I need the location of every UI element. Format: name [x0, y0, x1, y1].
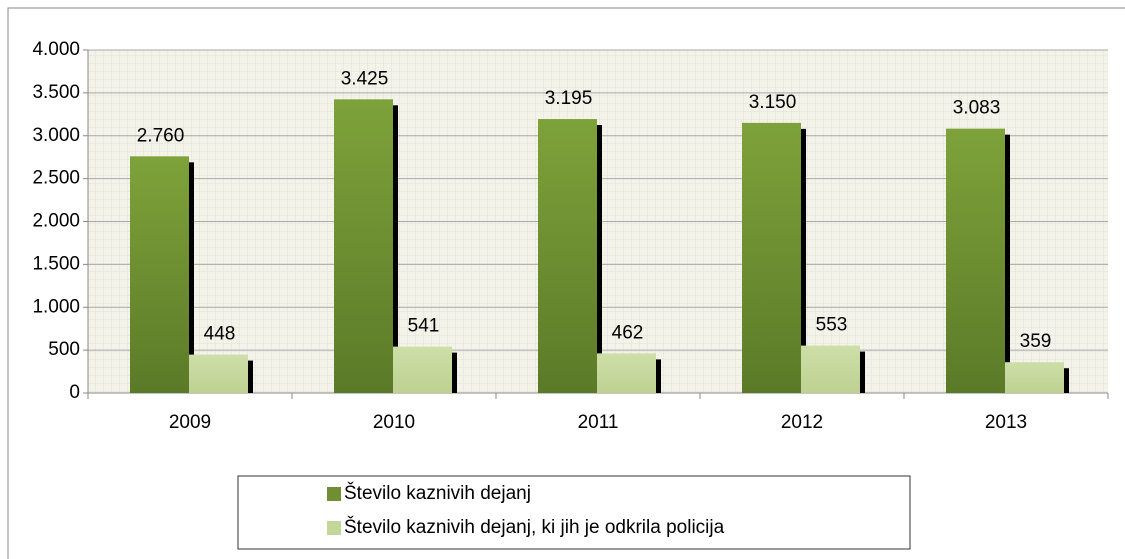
- bar: [946, 128, 1005, 393]
- bar: [1005, 362, 1064, 393]
- bar: [334, 99, 393, 394]
- y-tick-label: 500: [48, 339, 80, 360]
- y-tick-label: 1.500: [32, 253, 80, 274]
- bar: [189, 354, 248, 393]
- x-tick-label: 2009: [169, 412, 211, 433]
- legend-swatch: [327, 487, 341, 501]
- bar-shadow: [860, 351, 865, 393]
- bar-shadow: [248, 360, 253, 393]
- legend-box: [237, 475, 911, 550]
- y-tick-label: 1.000: [32, 296, 80, 317]
- legend-label: Število kaznivih dejanj: [344, 482, 531, 504]
- data-label: 3.425: [341, 68, 389, 89]
- bar: [393, 346, 452, 393]
- x-tick-label: 2013: [985, 412, 1027, 433]
- legend-label: Število kaznivih dejanj, ki jih je odkri…: [344, 516, 725, 538]
- data-label: 3.083: [953, 98, 1001, 119]
- bar: [742, 122, 801, 393]
- bar-shadow: [452, 352, 457, 393]
- x-tick-label: 2012: [781, 412, 823, 433]
- bar: [130, 156, 189, 393]
- x-tick-label: 2011: [578, 412, 619, 433]
- y-tick-label: 2.000: [32, 211, 80, 232]
- data-label: 553: [816, 315, 848, 336]
- y-tick-label: 3.000: [32, 125, 80, 146]
- legend-swatch: [327, 521, 341, 535]
- y-tick-label: 4.000: [32, 39, 80, 60]
- y-tick-label: 2.500: [32, 168, 80, 189]
- bar-shadow: [1005, 134, 1010, 393]
- data-label: 3.150: [749, 92, 797, 113]
- data-label: 3.195: [545, 88, 593, 109]
- bar-shadow: [597, 125, 602, 393]
- x-tick-label: 2010: [373, 412, 415, 433]
- y-tick-label: 3.500: [32, 82, 80, 103]
- bar-shadow: [393, 105, 398, 394]
- bar-shadow: [1064, 368, 1069, 393]
- data-label: 448: [204, 324, 236, 345]
- bar-shadow: [656, 359, 661, 393]
- chart-border: [7, 7, 1125, 559]
- bar: [538, 119, 597, 393]
- y-tick-label: 0: [69, 382, 80, 403]
- data-label: 2.760: [137, 125, 185, 146]
- data-label: 541: [408, 316, 440, 337]
- bar-shadow: [801, 128, 806, 393]
- bar-shadow: [189, 162, 194, 393]
- data-label: 462: [612, 322, 644, 343]
- bar: [801, 345, 860, 393]
- data-label: 359: [1020, 331, 1052, 352]
- bar: [597, 353, 656, 393]
